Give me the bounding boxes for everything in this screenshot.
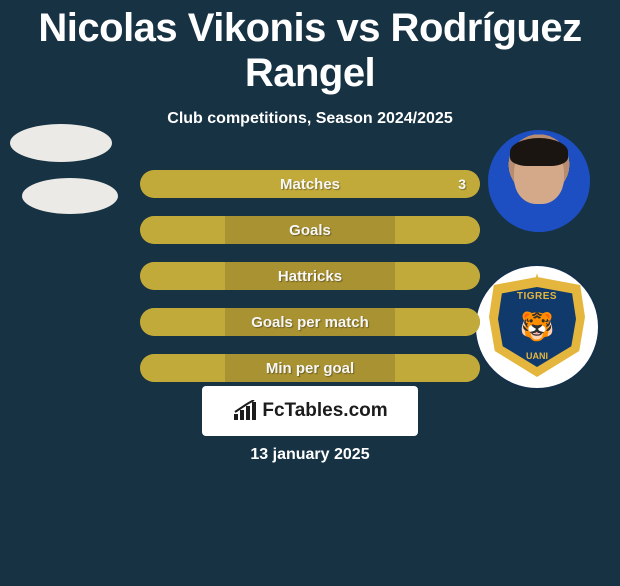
- stat-fill-left: [140, 354, 225, 382]
- stat-bar-hattricks: Hattricks: [140, 262, 480, 290]
- stat-bar-goals-per-match: Goals per match: [140, 308, 480, 336]
- stat-bar-matches: Matches 3: [140, 170, 480, 198]
- crest-bottom-text: UANI: [526, 351, 548, 361]
- stat-label: Matches: [280, 176, 340, 193]
- date-label: 13 january 2025: [250, 446, 369, 464]
- player-left-avatar-2: [22, 178, 118, 214]
- stat-fill-right: [395, 354, 480, 382]
- player-left-avatar-1: [10, 124, 112, 162]
- team-right-crest: ★ TIGRES 🐯 UANI: [474, 264, 600, 390]
- stat-bar-goals: Goals: [140, 216, 480, 244]
- stat-fill-left: [140, 216, 225, 244]
- page-title: Nicolas Vikonis vs Rodríguez Rangel: [0, 6, 620, 96]
- tiger-icon: 🐯: [520, 313, 555, 341]
- logo-text: FcTables.com: [262, 400, 387, 422]
- stat-fill-right: [395, 262, 480, 290]
- stat-label: Goals: [289, 222, 331, 239]
- stat-fill-right: [395, 308, 480, 336]
- player-right-avatar: [488, 130, 590, 232]
- stat-fill-left: [140, 308, 225, 336]
- stat-label: Goals per match: [251, 314, 369, 331]
- stat-value-right: 3: [458, 176, 466, 192]
- stat-fill-left: [140, 262, 225, 290]
- stat-bar-min-per-goal: Min per goal: [140, 354, 480, 382]
- logo-box: FcTables.com: [202, 386, 418, 436]
- fctables-chart-icon: [232, 400, 258, 422]
- stat-fill-right: [395, 216, 480, 244]
- stat-label: Hattricks: [278, 268, 342, 285]
- stat-label: Min per goal: [266, 360, 354, 377]
- crest-top-text: TIGRES: [517, 291, 557, 302]
- subtitle: Club competitions, Season 2024/2025: [0, 110, 620, 128]
